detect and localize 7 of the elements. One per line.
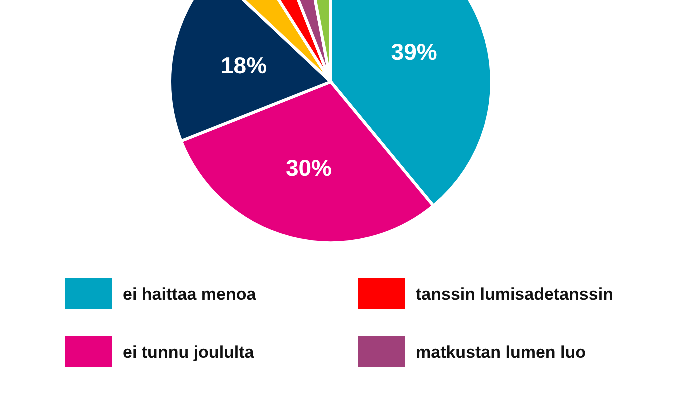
data-label: 30% [286,154,332,181]
data-label: 18% [220,52,268,78]
legend-label: ei tunnu joululta [123,342,255,362]
legend-label: matkustan lumen luo [416,342,586,362]
legend-label: ei haittaa menoa [123,284,257,304]
data-label: 39% [391,39,438,66]
legend-label: tanssin lumisadetanssin [416,284,614,304]
